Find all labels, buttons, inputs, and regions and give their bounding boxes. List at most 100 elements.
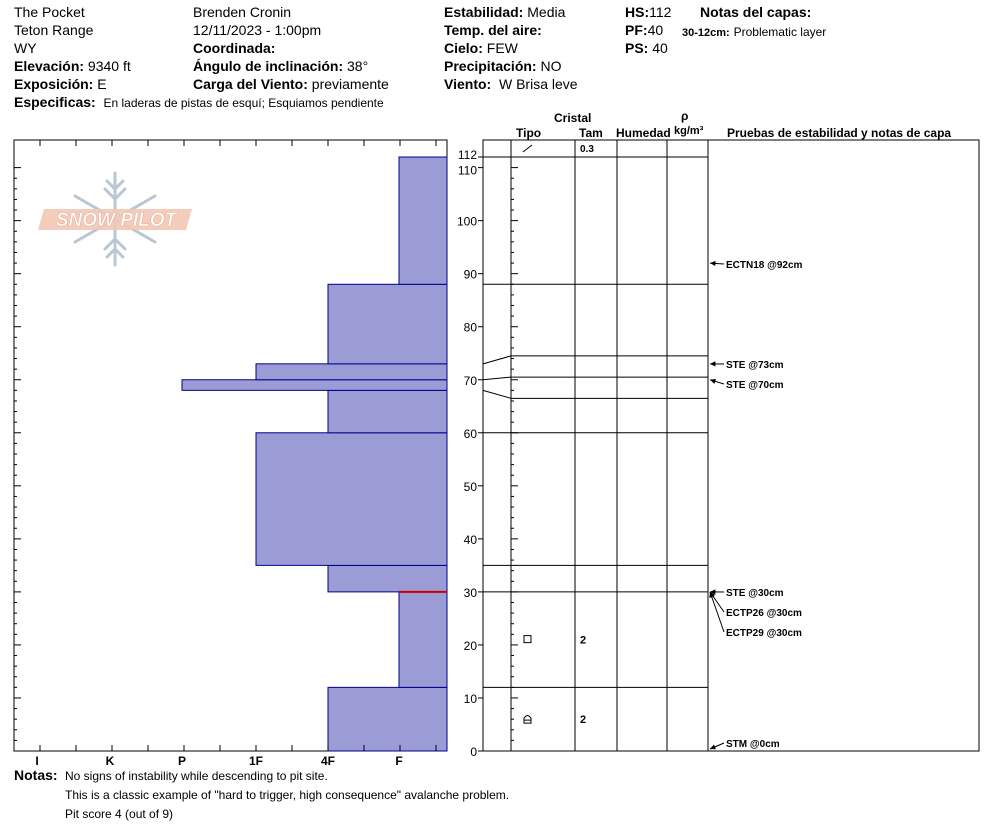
snowpilot-logo: SNOW PILOT: [38, 171, 192, 267]
ps-label: PS:: [625, 40, 649, 56]
wind-load-row: Carga del Viento: previamente: [193, 76, 389, 92]
observer-name: Brenden Cronin: [193, 4, 292, 20]
mountain-range: Teton Range: [14, 22, 94, 38]
boundary-connector: [482, 355, 512, 365]
sky-value: FEW: [486, 40, 518, 56]
sky-label: Cielo:: [444, 40, 483, 56]
hardness-layer: [327, 686, 448, 752]
height-tick-label: 90: [464, 268, 478, 282]
boundary-connector: [482, 389, 512, 399]
height-tick-label: 80: [464, 321, 478, 335]
hs-label: HS:: [625, 4, 650, 20]
stability-test-label: STE @70cm: [726, 380, 784, 391]
test-arrow-head: [710, 361, 716, 367]
slope-row: Ángulo de inclinación: 38°: [193, 58, 368, 74]
height-tick-label: 20: [464, 639, 478, 653]
hardness-label: 1F: [249, 754, 263, 768]
crystal-size: 2: [580, 714, 586, 726]
state: WY: [14, 40, 37, 56]
height-tick-label: 50: [464, 480, 478, 494]
ps-value: 40: [652, 40, 668, 56]
elevation-row: Elevación: 9340 ft: [14, 58, 131, 74]
hardness-label: F: [395, 754, 402, 768]
height-tick-label: 60: [464, 427, 478, 441]
stability-row: Estabilidad: Media: [444, 4, 565, 20]
specifics-row: Especificas: En laderas de pistas de esq…: [14, 94, 384, 111]
height-tick-label: 0: [470, 745, 477, 759]
test-arrow-head: [710, 378, 716, 384]
ps-row: PS: 40: [625, 40, 668, 56]
hs-row: HS:112: [625, 4, 671, 20]
notes-line-1: No signs of instability while descending…: [65, 769, 328, 783]
layer-note-range: 30-12cm:: [682, 27, 730, 39]
hardness-layer: [327, 564, 448, 593]
test-arrow-line: [709, 591, 725, 633]
hardness-axis: I K P 1F 4F F: [35, 140, 437, 768]
density-rho-header: ρ: [681, 109, 689, 123]
size-header: Tam: [579, 126, 603, 140]
specifics-label: Especificas:: [14, 94, 96, 110]
hs-value: 112: [649, 4, 672, 20]
wind-load-label: Carga del Viento:: [193, 76, 308, 92]
precip-label: Precipitación:: [444, 58, 537, 74]
wind-label: Viento:: [444, 76, 492, 92]
layer-table-frame: [482, 139, 980, 752]
stability-tests: ECTN18 @92cm STE @73cm STE @70cm STE @30cm E…: [709, 260, 803, 750]
observation-datetime: 12/11/2023 - 1:00pm: [193, 22, 322, 38]
hardness-label: K: [106, 754, 115, 768]
precip-row: Precipitación: NO: [444, 58, 561, 74]
aspect-value: E: [97, 76, 107, 92]
notes-line-2: This is a classic example of "hard to tr…: [65, 788, 510, 802]
tests-header: Pruebas de estabilidad y notas de capa: [727, 126, 952, 140]
test-arrow-head: [709, 591, 715, 598]
type-header: Tipo: [516, 126, 542, 140]
crystal-type-depth-hoar-symbol: [523, 715, 532, 724]
layer-notes-title: Notas del capas:: [700, 4, 812, 20]
elevation-label: Elevación:: [14, 58, 85, 74]
hardness-layer: [255, 432, 448, 566]
wind-load-value: previamente: [311, 76, 389, 92]
pf-value: 40: [647, 22, 664, 38]
stability-value: Media: [527, 4, 566, 20]
hardness-label: P: [178, 754, 186, 768]
stability-test-label: STM @0cm: [726, 739, 780, 750]
hardness-layers: [181, 156, 448, 752]
slope-label: Ángulo de inclinación:: [193, 58, 344, 74]
layer-table: [482, 140, 709, 751]
hardness-layer: [327, 389, 448, 434]
stability-label: Estabilidad:: [444, 4, 524, 20]
notes-line-3: Pit score 4 (out of 9): [65, 807, 174, 821]
height-tick-label: 10: [464, 692, 478, 706]
crystal-size: 2: [580, 635, 586, 647]
location-name: The Pocket: [14, 4, 85, 20]
wind-row: Viento: W Brisa leve: [444, 76, 578, 92]
hardness-layer: [327, 283, 448, 365]
height-tick-label: 100: [457, 215, 477, 229]
hardness-label: I: [35, 754, 38, 768]
logo-band: [38, 209, 192, 230]
aspect-row: Exposición: E: [14, 76, 107, 92]
hardness-layer: [181, 379, 448, 391]
logo-text: SNOW PILOT: [56, 210, 178, 231]
hardness-layer: [255, 363, 448, 381]
coordinate-label: Coordinada:: [193, 40, 276, 56]
test-arrow-head: [710, 589, 716, 595]
aspect-label: Exposición:: [14, 76, 94, 92]
air-temp-label: Temp. del aire:: [444, 22, 542, 38]
pf-row: PF:40: [625, 22, 663, 38]
specifics-value: En laderas de pistas de esquí; Esquiamos…: [103, 96, 384, 110]
boundary-connector: [482, 376, 512, 381]
slope-value: 38°: [347, 58, 369, 74]
height-tick-label: 40: [464, 533, 478, 547]
crystal-cells: 0.3 2 2: [522, 144, 594, 726]
stability-test-label: STE @30cm: [726, 588, 784, 599]
hardness-layer: [398, 156, 448, 285]
crystal-header: Cristal: [554, 111, 592, 125]
stability-test-label: STE @73cm: [726, 360, 784, 371]
crystal-type-facet-symbol: [523, 635, 532, 644]
density-unit-header: kg/m³: [674, 125, 704, 137]
pf-label: PF:: [625, 22, 648, 38]
hardness-label: 4F: [321, 754, 335, 768]
sky-row: Cielo: FEW: [444, 40, 518, 56]
